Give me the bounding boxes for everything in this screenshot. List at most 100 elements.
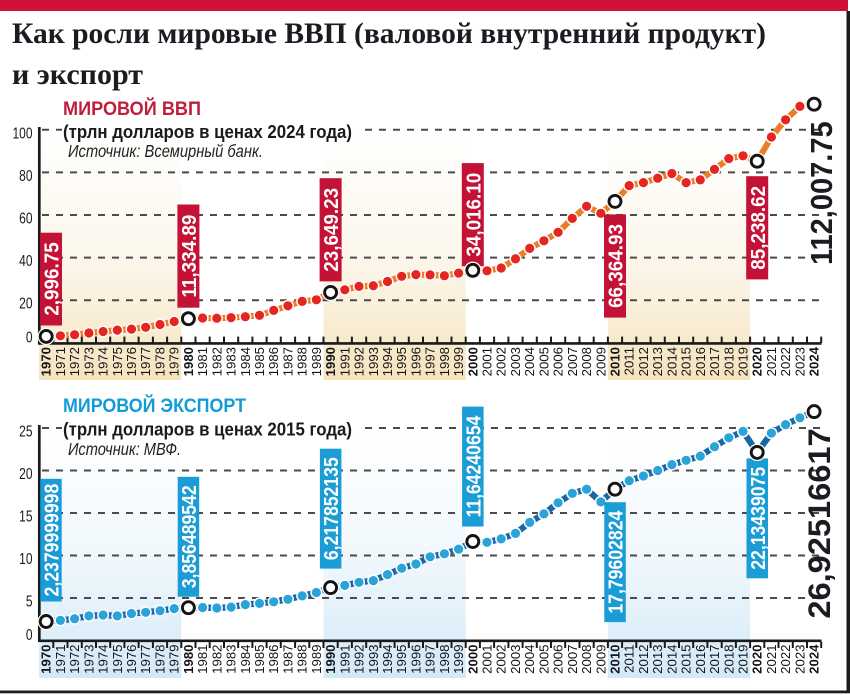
svg-text:2000: 2000	[465, 645, 480, 674]
svg-text:11,334.89: 11,334.89	[178, 215, 201, 298]
svg-text:1997: 1997	[423, 645, 438, 674]
svg-text:2013: 2013	[650, 645, 665, 674]
svg-text:МИРОВОЙ ВВП: МИРОВОЙ ВВП	[63, 98, 201, 120]
svg-text:1989: 1989	[309, 347, 324, 376]
svg-text:2012: 2012	[636, 347, 651, 376]
svg-text:1994: 1994	[380, 347, 395, 376]
svg-text:1990: 1990	[323, 645, 338, 674]
svg-text:(трлн долларов в ценах 2015 го: (трлн долларов в ценах 2015 года)	[63, 419, 352, 440]
svg-text:1978: 1978	[153, 645, 168, 674]
svg-text:1971: 1971	[53, 347, 68, 376]
svg-text:2021: 2021	[764, 347, 779, 376]
svg-text:1973: 1973	[81, 347, 96, 376]
svg-text:2019: 2019	[736, 347, 751, 376]
svg-text:2001: 2001	[480, 645, 495, 674]
svg-text:85,238.62: 85,238.62	[747, 186, 770, 270]
svg-text:2003: 2003	[508, 347, 523, 376]
svg-text:2020: 2020	[750, 347, 765, 376]
svg-text:2020: 2020	[750, 645, 765, 674]
svg-text:2024: 2024	[807, 346, 822, 376]
svg-text:2019: 2019	[736, 645, 751, 674]
svg-text:1980: 1980	[181, 347, 196, 376]
svg-text:1993: 1993	[366, 645, 381, 674]
svg-text:и экспорт: и экспорт	[12, 58, 143, 91]
svg-text:1992: 1992	[352, 645, 367, 674]
svg-text:1990: 1990	[323, 347, 338, 376]
svg-text:Источник: Всемирный банк.: Источник: Всемирный банк.	[68, 141, 263, 161]
svg-text:17,79602824: 17,79602824	[605, 510, 628, 613]
svg-text:20: 20	[19, 294, 32, 312]
svg-text:2007: 2007	[565, 347, 580, 376]
svg-text:1984: 1984	[238, 347, 253, 376]
svg-text:1995: 1995	[394, 645, 409, 674]
svg-text:26,92516617: 26,92516617	[802, 428, 837, 618]
svg-text:0: 0	[26, 625, 33, 643]
svg-text:1993: 1993	[366, 347, 381, 376]
svg-text:1977: 1977	[138, 347, 153, 376]
svg-text:34,016.10: 34,016.10	[463, 173, 486, 257]
svg-text:2021: 2021	[764, 645, 779, 674]
svg-text:15: 15	[19, 507, 32, 525]
svg-text:2018: 2018	[721, 645, 736, 674]
svg-text:2010: 2010	[608, 645, 623, 674]
svg-text:2022: 2022	[778, 347, 793, 376]
svg-text:2005: 2005	[536, 347, 551, 376]
svg-text:1976: 1976	[124, 347, 139, 376]
svg-text:1996: 1996	[408, 645, 423, 674]
svg-text:Источник: МВФ.: Источник: МВФ.	[68, 439, 181, 459]
svg-text:1999: 1999	[451, 347, 466, 376]
svg-text:1996: 1996	[408, 347, 423, 376]
svg-text:1980: 1980	[181, 645, 196, 674]
svg-text:2014: 2014	[664, 347, 679, 376]
svg-text:2018: 2018	[721, 347, 736, 376]
svg-text:2004: 2004	[522, 347, 537, 376]
svg-text:1983: 1983	[224, 645, 239, 674]
svg-text:0: 0	[26, 328, 33, 346]
svg-text:1981: 1981	[195, 347, 210, 376]
svg-text:1991: 1991	[337, 347, 352, 376]
svg-text:25: 25	[19, 422, 32, 440]
svg-text:1985: 1985	[252, 645, 267, 674]
svg-text:1974: 1974	[96, 645, 111, 674]
svg-text:1972: 1972	[67, 347, 82, 376]
svg-text:1999: 1999	[451, 645, 466, 674]
svg-text:1987: 1987	[280, 645, 295, 674]
svg-text:2005: 2005	[536, 645, 551, 674]
svg-text:2015: 2015	[679, 347, 694, 376]
svg-text:1989: 1989	[309, 645, 324, 674]
svg-text:1983: 1983	[224, 347, 239, 376]
svg-text:2011: 2011	[622, 347, 637, 375]
svg-text:3,856489542: 3,856489542	[179, 485, 202, 588]
svg-text:1985: 1985	[252, 347, 267, 376]
svg-text:1997: 1997	[423, 347, 438, 376]
svg-text:2024: 2024	[807, 644, 822, 674]
svg-text:1976: 1976	[124, 645, 139, 674]
svg-text:2012: 2012	[636, 645, 651, 674]
svg-text:2023: 2023	[792, 645, 807, 674]
svg-text:2016: 2016	[693, 645, 708, 674]
svg-text:2,2379999998: 2,2379999998	[41, 483, 64, 596]
svg-text:2009: 2009	[593, 347, 608, 376]
svg-text:2023: 2023	[792, 347, 807, 376]
svg-text:1973: 1973	[81, 645, 96, 674]
svg-text:1994: 1994	[380, 645, 395, 674]
svg-text:1988: 1988	[295, 347, 310, 376]
svg-text:80: 80	[19, 166, 32, 184]
svg-text:10: 10	[19, 549, 32, 567]
svg-text:66,364.93: 66,364.93	[605, 224, 628, 308]
svg-text:1972: 1972	[67, 645, 82, 674]
svg-text:1992: 1992	[352, 347, 367, 376]
svg-text:1984: 1984	[238, 645, 253, 674]
svg-text:2001: 2001	[480, 347, 495, 376]
svg-text:2,996.75: 2,996.75	[41, 242, 64, 315]
svg-text:2006: 2006	[551, 645, 566, 674]
svg-text:1981: 1981	[195, 645, 210, 674]
svg-text:1970: 1970	[39, 347, 54, 376]
svg-text:2017: 2017	[707, 347, 722, 376]
svg-text:6,217852135: 6,217852135	[321, 457, 344, 560]
svg-text:1975: 1975	[110, 347, 125, 376]
svg-text:11,64240654: 11,64240654	[463, 415, 486, 517]
svg-text:2022: 2022	[778, 645, 793, 674]
svg-text:100: 100	[12, 124, 32, 142]
svg-text:1998: 1998	[437, 645, 452, 674]
